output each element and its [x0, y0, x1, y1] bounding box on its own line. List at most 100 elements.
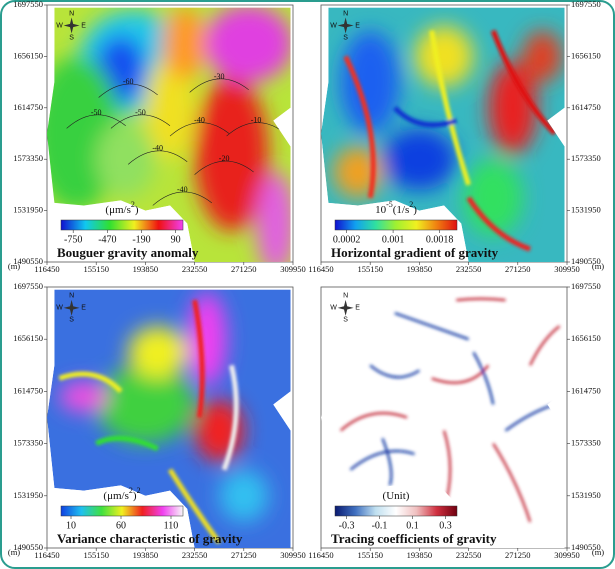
label-part: 10 — [375, 204, 387, 216]
panel-title: Tracing coefficients of gravity — [331, 531, 497, 546]
label-part: ) — [135, 204, 139, 216]
compass-letter: E — [355, 22, 360, 29]
anomaly — [59, 381, 108, 412]
anomaly — [163, 8, 207, 80]
colorbar-label: (μm/s2)2 — [103, 486, 140, 501]
anomaly — [187, 292, 226, 386]
y-tick-label: 1656150 — [13, 50, 43, 60]
colorbar — [61, 220, 183, 230]
y-tick-label: 1573350 — [571, 153, 601, 163]
panel-title: Horizontal gradient of gravity — [331, 245, 499, 260]
y-tick-label: 1697550 — [13, 281, 43, 291]
y-tick-label: 1656150 — [571, 50, 601, 60]
colorbar-tick-label: 0.0018 — [426, 234, 454, 245]
anomaly — [219, 470, 268, 522]
panel-title: Bouguer gravity anomaly — [57, 245, 199, 260]
y-tick-label: 1697550 — [571, 0, 601, 9]
y-tick-label: 1697550 — [571, 281, 601, 291]
compass-letter: S — [343, 317, 348, 324]
x-tick-label: 193850 — [133, 264, 159, 274]
figure: -60-50-50-40-40-40-20-10-30NSWE(μm/s2)-7… — [0, 0, 615, 569]
axis-unit: (m) — [592, 261, 604, 271]
x-tick-label: 232550 — [182, 550, 208, 560]
colorbar — [61, 506, 183, 516]
anomaly — [256, 172, 295, 275]
y-tick-label: 1614750 — [571, 102, 601, 112]
contour-label: -40 — [177, 185, 188, 194]
colorbar-tick-label: -190 — [132, 234, 150, 245]
contour-label: -60 — [123, 77, 134, 86]
axis-unit: (m) — [8, 261, 20, 271]
x-tick-label: 155150 — [83, 264, 109, 274]
x-tick-label: 155150 — [357, 550, 383, 560]
label-part: 2 — [137, 486, 141, 495]
y-tick-label: 1531950 — [13, 490, 43, 500]
y-tick-label: 1614750 — [13, 102, 43, 112]
colorbar-tick-label: 0.001 — [382, 234, 405, 245]
x-tick-label: 271250 — [231, 264, 257, 274]
y-tick-label: 1614750 — [571, 385, 601, 395]
x-tick-label: 193850 — [133, 550, 159, 560]
colorbar-label: (Unit) — [383, 490, 410, 502]
anomaly — [96, 365, 194, 443]
y-tick-label: 1531950 — [571, 205, 601, 215]
y-tick-label: 1531950 — [13, 205, 43, 215]
compass-letter: E — [355, 305, 360, 312]
compass-letter: W — [56, 305, 63, 312]
compass-letter: N — [69, 293, 74, 300]
y-tick-label: 1573350 — [13, 438, 43, 448]
compass-letter: S — [69, 317, 74, 324]
x-tick-label: 155150 — [357, 264, 383, 274]
contour-label: -40 — [152, 144, 163, 153]
colorbar-tick-label: -0.1 — [372, 520, 388, 531]
anomaly — [414, 26, 473, 88]
contour-label: -20 — [219, 154, 230, 163]
compass-letter: N — [343, 293, 348, 300]
panel-title: Variance characteristic of gravity — [57, 531, 243, 546]
colorbar — [335, 220, 457, 230]
contour-label: -10 — [251, 115, 262, 124]
axis-unit: (m) — [8, 547, 20, 557]
compass-letter: E — [81, 22, 86, 29]
colorbar-tick-label: 0.0002 — [333, 234, 361, 245]
anomaly — [96, 121, 155, 198]
colorbar-tick-label: 0.3 — [439, 520, 452, 531]
label-part: (μm/s — [105, 204, 130, 216]
axis-unit: (m) — [592, 547, 604, 557]
x-tick-label: 155150 — [83, 550, 109, 560]
label-part: (Unit) — [383, 490, 410, 502]
colorbar-tick-label: -0.3 — [339, 520, 355, 531]
x-tick-label: 309950 — [280, 550, 306, 560]
contour-label: -30 — [214, 72, 225, 81]
y-tick-label: 1656150 — [571, 333, 601, 343]
anomaly — [523, 31, 562, 82]
x-tick-label: 193850 — [407, 550, 433, 560]
compass-letter: E — [81, 305, 86, 312]
x-tick-label: 309950 — [280, 264, 306, 274]
x-tick-label: 232550 — [456, 264, 482, 274]
x-tick-label: 232550 — [182, 264, 208, 274]
compass-letter: W — [56, 22, 63, 29]
label-part: ) — [413, 204, 417, 216]
anomaly — [204, 5, 293, 82]
y-tick-label: 1573350 — [13, 153, 43, 163]
contour-label: -40 — [194, 115, 205, 124]
colorbar-tick-label: 110 — [164, 520, 179, 531]
compass-letter: S — [69, 34, 74, 41]
contour-label: -50 — [91, 108, 102, 117]
label-part: -5 — [386, 200, 393, 209]
colorbar-tick-label: -470 — [98, 234, 116, 245]
compass-letter: S — [343, 34, 348, 41]
x-tick-label: 271250 — [231, 550, 257, 560]
colorbar-tick-label: 10 — [66, 520, 76, 531]
compass-letter: W — [330, 22, 337, 29]
colorbar — [335, 506, 457, 516]
colorbar-tick-label: 0.1 — [406, 520, 419, 531]
x-tick-label: 193850 — [407, 264, 433, 274]
compass-letter: N — [69, 10, 74, 17]
anomaly — [383, 128, 457, 190]
compass-letter: N — [343, 10, 348, 17]
y-tick-label: 1697550 — [13, 0, 43, 9]
label-part: (μm/s — [103, 490, 128, 502]
colorbar-tick-label: -750 — [64, 234, 82, 245]
